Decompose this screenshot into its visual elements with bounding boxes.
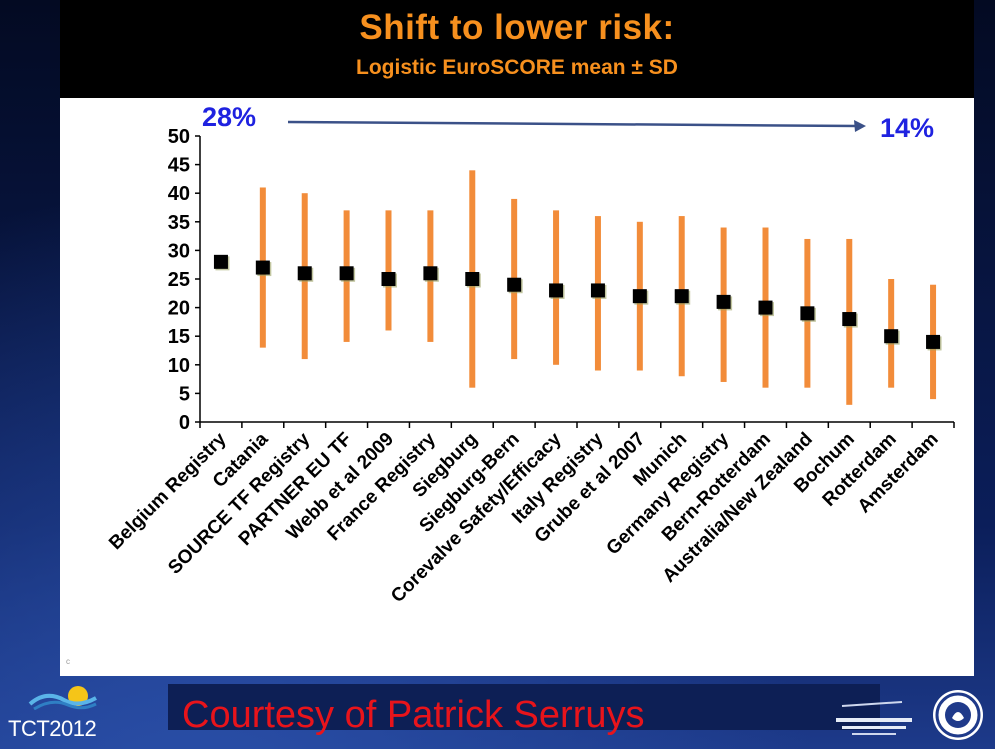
mean-marker (674, 289, 689, 304)
crf-logo-icon (836, 701, 912, 735)
y-tick-label: 50 (168, 126, 190, 148)
mean-marker (926, 334, 941, 349)
y-tick-label: 35 (168, 212, 190, 234)
title-panel (60, 0, 974, 98)
chart-panel: 0 5 10 15 20 25 30 35 40 45 50 Belgium Registry Cata… (60, 98, 974, 676)
mean-marker (465, 272, 480, 286)
tct-logo-icon (28, 686, 97, 710)
mean-marker (549, 283, 564, 298)
slide-subtitle: Logistic EuroSCORE mean ± SD (356, 56, 678, 79)
y-tick-label: 10 (168, 355, 190, 377)
mean-marker (297, 266, 312, 281)
mean-marker (884, 329, 899, 344)
mean-marker (213, 254, 228, 269)
y-tick-label: 0 (179, 412, 190, 434)
courtesy-text: Courtesy of Patrick Serruys (182, 694, 645, 736)
y-tick-label: 15 (168, 326, 190, 348)
mean-marker (381, 272, 396, 286)
y-tick-label: 30 (168, 240, 190, 262)
slide-title: Shift to lower risk: (359, 8, 675, 47)
mean-marker (590, 283, 605, 298)
y-tick-label: 45 (168, 155, 190, 177)
mean-marker (758, 300, 773, 315)
trend-arrow (287, 120, 859, 128)
y-tick-label: 20 (168, 298, 190, 320)
y-tick-label: 40 (168, 183, 190, 205)
mean-marker (423, 266, 438, 281)
mean-marker (507, 277, 522, 292)
annotation-end-label: 14% (880, 113, 934, 143)
trend-arrowhead (854, 120, 866, 132)
mean-marker (842, 312, 857, 327)
mean-marker (716, 294, 731, 309)
y-tick-label: 25 (168, 269, 190, 291)
mean-marker (632, 289, 647, 304)
acc-seal-icon (933, 690, 983, 740)
mean-marker (339, 266, 354, 281)
mean-marker (255, 260, 270, 275)
conference-label: TCT2012 (8, 716, 97, 741)
corner-mark: c (66, 657, 70, 666)
footer-band (168, 684, 880, 730)
annotation-start-label: 28% (202, 102, 256, 132)
error-bar (385, 210, 392, 331)
mean-marker (800, 306, 815, 321)
y-tick-label: 5 (179, 383, 190, 405)
